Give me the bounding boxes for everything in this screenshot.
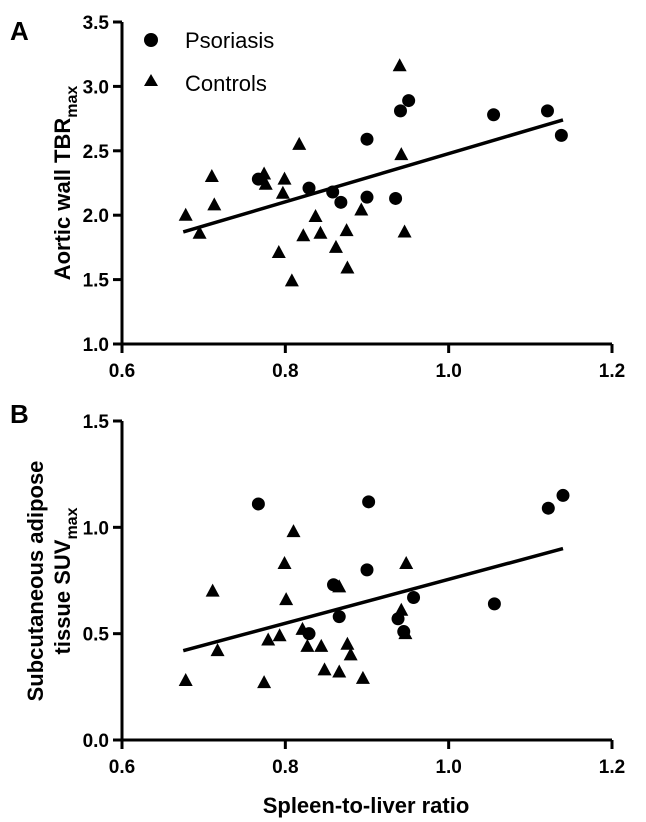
panel-b-ylabel-main: tissue SUV <box>50 539 75 654</box>
panel-b-controls-point <box>261 632 276 646</box>
panel-a-controls-point <box>313 225 328 239</box>
panel-b-psoriasis-point <box>362 495 376 509</box>
panel-b-controls-point <box>343 647 358 661</box>
panel-b-controls-point <box>398 626 413 640</box>
panel-a-ylabel: Aortic wall TBRmax <box>50 86 81 281</box>
panel-a-psoriasis-point <box>302 181 316 195</box>
panel-a-y-tick-label: 3.0 <box>83 77 109 98</box>
panel-b-ylabel-line1: Subcutaneous adipose <box>23 461 48 702</box>
panel-a-controls-point <box>392 58 407 72</box>
panel-a-controls-point <box>178 207 193 221</box>
panel-a-x-tick-label: 0.8 <box>272 361 298 382</box>
panel-a-y-tick-label: 2.0 <box>83 206 109 227</box>
legend-psoriasis-marker-icon <box>144 33 158 47</box>
panel-b-controls-point <box>314 638 329 652</box>
panel-b-controls-point <box>317 662 332 676</box>
panel-a-plot: 1.0 1.5 2.0 2.5 3.0 3.5 0.6 0.8 1.0 1.2 <box>83 13 626 382</box>
panel-a-psoriasis-point <box>360 190 374 204</box>
panel-b-controls-point <box>355 670 370 684</box>
panel-a-y-tick-label: 3.5 <box>83 13 110 34</box>
panel-a-psoriasis-point <box>540 104 554 118</box>
panel-a-y-tick-label: 1.5 <box>83 271 110 292</box>
panel-b-xlabel: Spleen-to-liver ratio <box>263 793 470 818</box>
panel-a-controls-point <box>192 225 207 239</box>
panel-b-controls-point <box>210 643 225 657</box>
panel-b-y-tick-label: 1.0 <box>83 518 109 539</box>
panel-a-ylabel-main: Aortic wall TBR <box>50 118 75 281</box>
panel-a-psoriasis-point <box>393 104 407 118</box>
panel-a-psoriasis-point <box>360 132 374 146</box>
panel-b-x-tick-label: 1.0 <box>435 757 461 778</box>
panel-b-y-tick-label: 0.0 <box>83 731 109 752</box>
panel-a-controls-point <box>257 166 272 180</box>
panel-b-psoriasis-point <box>541 501 555 515</box>
panel-a-ylabel-sub: max <box>64 86 81 118</box>
panel-b-controls-point <box>394 602 409 616</box>
panel-a-controls-point <box>275 185 290 199</box>
panel-a-psoriasis-point <box>554 128 568 142</box>
panel-a-controls-point <box>277 171 292 185</box>
panel-a-controls-point <box>339 223 354 237</box>
panel-a-y-tick-label: 2.5 <box>83 142 110 163</box>
panel-a-controls-point <box>308 208 323 222</box>
panel-a-psoriasis-point <box>487 108 501 122</box>
panel-b-controls-point <box>286 524 301 538</box>
panel-b-trendline <box>182 546 564 653</box>
panel-a-controls-point <box>207 197 222 211</box>
panel-a-controls-point <box>296 228 311 242</box>
panel-b-ylabel-line2: tissue SUVmax <box>50 507 81 654</box>
panel-b-controls-point <box>332 664 347 678</box>
panel-b-letter: B <box>10 399 29 429</box>
panel-b-controls-point <box>399 555 414 569</box>
panel-b-x-tick-label: 0.8 <box>272 757 298 778</box>
panel-b-x-tick-label: 1.2 <box>599 757 625 778</box>
panel-b-ylabel-sub: max <box>64 507 81 539</box>
panel-b-psoriasis-point <box>332 610 346 624</box>
panel-b-x-tick-label: 0.6 <box>109 757 135 778</box>
panel-a-controls-point <box>284 273 299 287</box>
panel-a-controls-point <box>258 176 273 190</box>
panel-b-controls-point <box>332 579 347 593</box>
panel-a-controls-point <box>292 136 307 150</box>
panel-b-psoriasis-point <box>407 591 421 605</box>
legend-psoriasis-label: Psoriasis <box>185 28 274 53</box>
panel-a-trendline <box>182 118 564 234</box>
panel-b-psoriasis-point <box>360 563 374 577</box>
panel-b-controls-point <box>272 628 287 642</box>
panel-a-y-tick-label: 1.0 <box>83 335 109 356</box>
panel-b-controls-point <box>205 583 220 597</box>
panel-a-psoriasis-point <box>326 185 340 199</box>
panel-b-controls-point <box>257 675 272 689</box>
panel-b-plot: 0.0 0.5 1.0 1.5 0.6 0.8 1.0 1.2 <box>83 412 626 778</box>
panel-a-controls-point <box>204 169 219 183</box>
panel-a-x-tick-label: 0.6 <box>109 361 135 382</box>
panel-b-psoriasis-point <box>556 488 570 502</box>
panel-b-controls-point <box>277 555 292 569</box>
panel-a-psoriasis-point <box>334 195 348 209</box>
panel-b-psoriasis-point <box>251 497 265 511</box>
panel-b-controls-point <box>279 592 294 606</box>
panel-a-controls-point <box>354 202 369 216</box>
panel-b-psoriasis-point <box>487 597 501 611</box>
panel-b-controls-point <box>340 636 355 650</box>
panel-b-controls-point <box>300 638 315 652</box>
panel-a-controls-point <box>271 245 286 259</box>
panel-a-controls-point <box>340 260 355 274</box>
panel-a-controls-point <box>397 224 412 238</box>
legend-controls-label: Controls <box>185 71 267 96</box>
panel-a-psoriasis-point <box>402 94 416 108</box>
panel-a-letter: A <box>10 16 29 46</box>
panel-a-controls-point <box>394 147 409 161</box>
panel-b-controls-point <box>295 621 310 635</box>
panel-a-psoriasis-point <box>389 191 403 205</box>
panel-a-x-tick-label: 1.2 <box>599 361 625 382</box>
legend-controls-marker-icon <box>144 74 158 86</box>
panel-b-y-tick-label: 0.5 <box>83 625 110 646</box>
panel-b-controls-point <box>178 672 193 686</box>
panel-b-y-tick-label: 1.5 <box>83 412 110 433</box>
panel-a-controls-point <box>328 239 343 253</box>
panel-a-x-tick-label: 1.0 <box>435 361 461 382</box>
